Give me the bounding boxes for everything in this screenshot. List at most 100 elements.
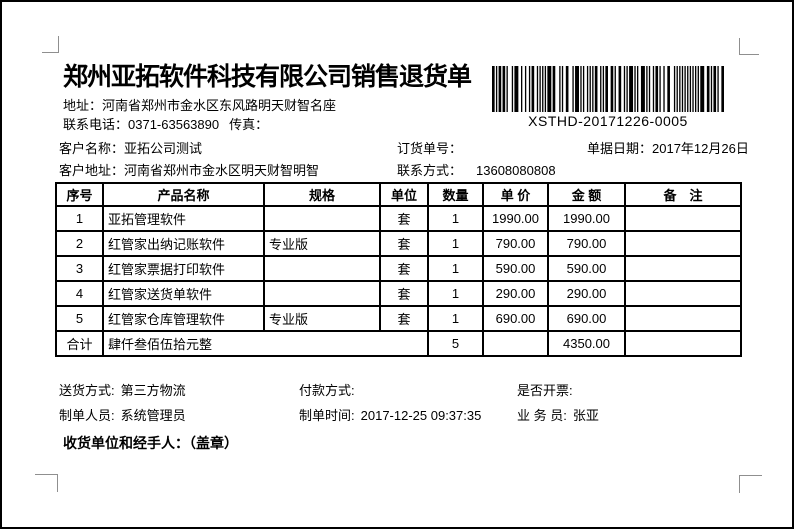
column-header-quantity: 数量 xyxy=(427,182,484,207)
invoice-flag-label: 是否开票: xyxy=(517,383,573,398)
table-row: 3 红管家票据打印软件套 1 590.00 590.00 xyxy=(55,255,742,282)
table-row: 2 红管家出纳记账软件 专业版套 1 790.00 790.00 xyxy=(55,230,742,257)
cell-remark xyxy=(624,255,742,282)
table-row: 1 亚拓管理软件套 1 1990.00 1990.00 xyxy=(55,205,742,232)
cell-amount: 590.00 xyxy=(547,255,626,282)
column-header-unit: 单位 xyxy=(379,182,429,207)
cell-index: 3 xyxy=(55,255,104,282)
cell-unit: 套 xyxy=(379,305,429,332)
items-table-header: 序号 产品名称 规格 单位 数量单 价金 额备 注 xyxy=(55,182,742,207)
fax-label: 传真： xyxy=(229,117,269,132)
cell-product-name: 亚拓管理软件 xyxy=(102,205,265,232)
make-time-field: 制单时间: 2017-12-25 09:37:35 xyxy=(299,405,481,424)
order-no-label: 订货单号： xyxy=(397,141,463,156)
salesman-label: 业 务 员: xyxy=(517,408,567,423)
doc-date-value: 2017年12月26日 xyxy=(652,141,749,156)
cell-unit-price: 590.00 xyxy=(482,255,549,282)
cell-quantity: 1 xyxy=(427,205,484,232)
cell-unit-price: 690.00 xyxy=(482,305,549,332)
maker-field: 制单人员: 系统管理员 xyxy=(59,405,186,424)
salesman-field: 业 务 员: 张亚 xyxy=(517,405,599,424)
maker-value: 系统管理员 xyxy=(120,408,186,423)
table-row: 4 红管家送货单软件套 1 290.00 290.00 xyxy=(55,280,742,307)
crop-mark-bottom-right xyxy=(739,475,762,493)
invoice-flag-field: 是否开票: xyxy=(517,380,579,399)
cell-spec xyxy=(263,205,381,232)
crop-mark-top-left xyxy=(42,36,59,53)
doc-date-label: 单据日期： xyxy=(587,141,653,156)
total-label: 合计 xyxy=(55,330,104,357)
column-header-remark: 备 注 xyxy=(624,182,742,207)
items-header-row: 序号 产品名称 规格 单位 数量单 价金 额备 注 xyxy=(55,182,742,207)
make-time-label: 制单时间: xyxy=(299,408,355,423)
cell-spec: 专业版 xyxy=(263,305,381,332)
cell-index: 2 xyxy=(55,230,104,257)
cell-remark xyxy=(624,280,742,307)
cell-quantity: 1 xyxy=(427,230,484,257)
salesman-value: 张亚 xyxy=(572,408,599,423)
company-address-line: 地址：河南省郑州市金水区东风路明天财智名座 xyxy=(63,95,336,114)
cell-product-name: 红管家出纳记账软件 xyxy=(102,230,265,257)
document-title: 郑州亚拓软件科技有限公司销售退货单 xyxy=(63,63,472,91)
cell-quantity: 1 xyxy=(427,305,484,332)
barcode-value: XSTHD-20171226-0005 xyxy=(528,113,688,129)
cell-product-name: 红管家仓库管理软件 xyxy=(102,305,265,332)
cell-remark xyxy=(624,230,742,257)
cell-amount: 1990.00 xyxy=(547,205,626,232)
cell-product-name: 红管家票据打印软件 xyxy=(102,255,265,282)
items-table: 序号 产品名称 规格 单位 数量单 价金 额备 注 1 亚拓管理软件套 1 1990.00 19… xyxy=(55,182,742,357)
cell-spec xyxy=(263,255,381,282)
receiver-stamp-line: 收货单位和经手人：（盖章） xyxy=(63,435,238,451)
cell-index: 4 xyxy=(55,280,104,307)
cell-quantity: 1 xyxy=(427,255,484,282)
table-row: 5 红管家仓库管理软件 专业版套 1 690.00 690.00 xyxy=(55,305,742,332)
total-amount-in-words: 肆仟叁佰伍拾元整 xyxy=(102,330,429,357)
contact-label: 联系方式： xyxy=(397,163,463,178)
doc-date-field: 单据日期：2017年12月26日 xyxy=(587,138,749,157)
total-amount: 4350.00 xyxy=(547,330,626,357)
cell-product-name: 红管家送货单软件 xyxy=(102,280,265,307)
column-header-unit-price: 单 价 xyxy=(482,182,549,207)
cell-remark xyxy=(624,205,742,232)
payment-method-field: 付款方式: xyxy=(299,380,361,399)
cell-amount: 790.00 xyxy=(547,230,626,257)
cell-amount: 290.00 xyxy=(547,280,626,307)
items-table-body: 1 亚拓管理软件套 1 1990.00 1990.00 2 红管家出纳记账软件 专业版套 1 79… xyxy=(55,205,742,357)
cell-remark xyxy=(624,305,742,332)
delivery-method-field: 送货方式: 第三方物流 xyxy=(59,380,186,399)
barcode: XSTHD-20171226-0005 xyxy=(492,66,724,129)
address-label: 地址： xyxy=(63,98,103,113)
cell-unit-price: 290.00 xyxy=(482,280,549,307)
column-header-product-name: 产品名称 xyxy=(102,182,265,207)
cell-spec xyxy=(263,280,381,307)
contact-field: 联系方式： 13608080808 xyxy=(397,160,556,179)
cell-unit: 套 xyxy=(379,280,429,307)
crop-mark-top-right xyxy=(739,38,759,55)
delivery-method-label: 送货方式: xyxy=(59,383,115,398)
barcode-bars-icon xyxy=(492,66,724,112)
cell-unit: 套 xyxy=(379,205,429,232)
delivery-method-value: 第三方物流 xyxy=(120,383,186,398)
company-phone-line: 联系电话：0371-63563890 传真： xyxy=(63,114,268,133)
cell-index: 5 xyxy=(55,305,104,332)
customer-address-label: 客户地址： xyxy=(59,163,125,178)
total-quantity: 5 xyxy=(427,330,484,357)
total-row: 合计 肆仟叁佰伍拾元整 5 4350.00 xyxy=(55,330,742,357)
customer-name-field: 客户名称：亚拓公司测试 xyxy=(59,138,202,157)
cell-unit-price: 790.00 xyxy=(482,230,549,257)
cell-index: 1 xyxy=(55,205,104,232)
cell-unit-price: 1990.00 xyxy=(482,205,549,232)
customer-address-value: 河南省郑州市金水区明天财智明智 xyxy=(124,163,320,178)
total-remark xyxy=(624,330,742,357)
contact-value: 13608080808 xyxy=(476,163,556,178)
cell-unit: 套 xyxy=(379,255,429,282)
customer-name-label: 客户名称： xyxy=(59,141,125,156)
phone-label: 联系电话： xyxy=(63,117,129,132)
customer-name-value: 亚拓公司测试 xyxy=(124,141,203,156)
total-unit-price xyxy=(482,330,549,357)
order-no-field: 订货单号： xyxy=(397,138,462,157)
phone-value: 0371-63563890 xyxy=(128,117,220,132)
column-header-spec: 规格 xyxy=(263,182,381,207)
cell-unit: 套 xyxy=(379,230,429,257)
